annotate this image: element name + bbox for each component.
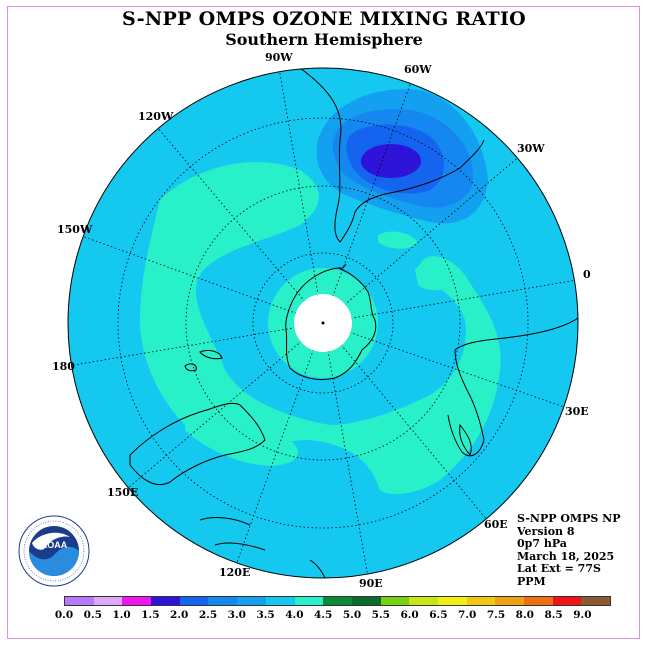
colorbar-swatch (93, 597, 123, 605)
lon-label-30e: 30E (565, 405, 589, 418)
colorbar-tick-label: 5.0 (342, 609, 362, 621)
info-block: S-NPP OMPS NP Version 8 0p7 hPa March 18… (517, 512, 621, 588)
colorbar-tick-label: 5.5 (371, 609, 390, 621)
latitude-grid (117, 117, 529, 529)
colorbar-swatch (351, 597, 381, 605)
colorbar-swatch (466, 597, 496, 605)
colorbar-tick-label: 3.0 (227, 609, 246, 621)
colorbar-tick-label: 1.5 (141, 609, 160, 621)
info-date: March 18, 2025 (517, 549, 615, 563)
field-band-small-patch (378, 231, 418, 249)
colorbar-tick-label: 0.5 (83, 609, 102, 621)
lon-label-90w: 90W (265, 51, 293, 64)
colorbar-swatch (495, 597, 524, 605)
lon-label-0: 0 (583, 268, 591, 281)
colorbar-tick-label: 6.5 (429, 609, 448, 621)
colorbar-swatch (409, 597, 438, 605)
meridian-grid (68, 68, 578, 578)
colorbar-tick-label: 2.5 (198, 609, 218, 621)
lon-label-90e: 90E (359, 577, 383, 590)
colorbar-swatch (581, 597, 611, 605)
colorbar-swatch (151, 597, 180, 605)
colorbar-swatch (323, 597, 352, 605)
colorbar-swatch (437, 597, 467, 605)
map-subtitle: Southern Hemisphere (225, 30, 423, 49)
colorbar-tick-label: 1.0 (112, 609, 131, 621)
plot-frame (7, 6, 640, 639)
info-pressure: 0p7 hPa (517, 537, 567, 550)
logo-noaa-text: NOAA (41, 540, 68, 550)
field-band-west-lobe (185, 410, 299, 466)
colorbar-tick-label: 4.0 (285, 609, 304, 621)
map-title: S-NPP OMPS OZONE MIXING RATIO (121, 8, 527, 30)
colorbar-swatch (265, 597, 295, 605)
lon-label-60w: 60W (404, 63, 432, 76)
south-pole-marker (321, 321, 325, 325)
colorbar-swatch (294, 597, 324, 605)
lon-label-150w: 150W (57, 223, 93, 236)
lon-label-150e: 150E (107, 486, 139, 499)
colorbar-swatch (380, 597, 410, 605)
colorbar-tick-label: 3.5 (256, 609, 275, 621)
info-instrument: S-NPP OMPS NP (517, 512, 621, 525)
colorbar-tick-label: 0.0 (54, 609, 74, 621)
colorbar-tick-label: 7.5 (486, 609, 506, 621)
field-core-1.5 (361, 144, 421, 178)
colorbar-swatch (65, 597, 94, 605)
colorbar-tick-label: 2.0 (170, 609, 189, 621)
colorbar-tick-label: 6.0 (400, 609, 419, 621)
noaa-logo: NOAA (18, 515, 90, 587)
colorbar-tick-label: 7.0 (458, 609, 477, 621)
colorbar-swatch (208, 597, 238, 605)
lon-label-30w: 30W (517, 142, 545, 155)
field-band-3.5-4.0 (140, 161, 501, 495)
colorbar-swatch (552, 597, 582, 605)
lon-label-120w: 120W (138, 110, 174, 123)
lon-label-60e: 60E (484, 518, 508, 531)
info-version: Version 8 (517, 524, 575, 538)
colorbar-tick-label: 8.0 (515, 609, 534, 621)
lon-label-120e: 120E (219, 566, 251, 579)
info-lat-extent: Lat Ext = 77S (517, 562, 601, 575)
colorbar-swatch (122, 597, 152, 605)
colorbar (64, 596, 612, 606)
lon-label-180: 180 (52, 360, 75, 373)
colorbar-swatch (179, 597, 209, 605)
map-boundary (67, 67, 579, 579)
colorbar-tick-label: 9.0 (573, 609, 592, 621)
colorbar-tick-label: 8.5 (544, 609, 563, 621)
field-band-east-patch (415, 259, 460, 291)
colorbar-swatch (237, 597, 266, 605)
info-units: PPM (517, 574, 546, 588)
colorbar-swatch (524, 597, 553, 605)
colorbar-tick-label: 4.5 (314, 609, 333, 621)
coastlines (129, 68, 578, 578)
